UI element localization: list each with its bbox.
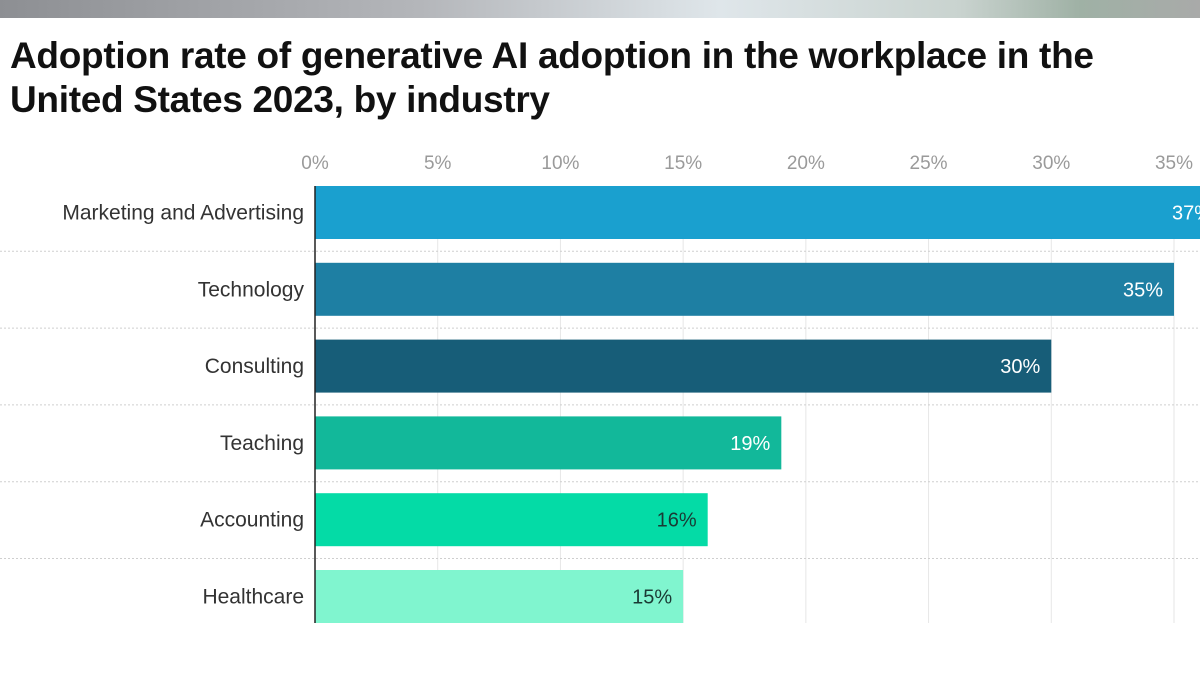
x-tick-label: 5% <box>424 153 452 174</box>
x-tick-label: 0% <box>301 153 329 174</box>
chart-title: Adoption rate of generative AI adoption … <box>10 35 1094 120</box>
data-label: 16% <box>657 510 697 532</box>
data-label: 37% <box>1172 203 1200 225</box>
background-photo-strip <box>0 0 1200 18</box>
category-label: Teaching <box>220 432 304 455</box>
data-label: 19% <box>730 433 770 455</box>
bar-healthcare <box>315 570 684 623</box>
category-label: Accounting <box>200 509 304 532</box>
data-label: 30% <box>1000 356 1040 378</box>
x-tick-label: 25% <box>910 153 948 174</box>
x-tick-label: 15% <box>664 153 702 174</box>
category-label: Consulting <box>205 355 304 378</box>
category-label: Technology <box>198 278 305 301</box>
x-tick-label: 35% <box>1155 153 1193 174</box>
category-label: Marketing and Advertising <box>62 202 304 225</box>
bar-consulting <box>315 339 1052 393</box>
data-label: 15% <box>632 587 672 609</box>
x-tick-label: 20% <box>787 153 825 174</box>
bar-technology <box>315 262 1174 316</box>
category-label: Healthcare <box>202 586 304 609</box>
bar-accounting <box>315 493 708 547</box>
bar-teaching <box>315 416 782 470</box>
x-tick-label: 10% <box>541 153 579 174</box>
bar-marketing-and-advertising <box>315 186 1200 239</box>
data-label: 35% <box>1123 279 1163 301</box>
x-tick-label: 30% <box>1032 153 1070 174</box>
